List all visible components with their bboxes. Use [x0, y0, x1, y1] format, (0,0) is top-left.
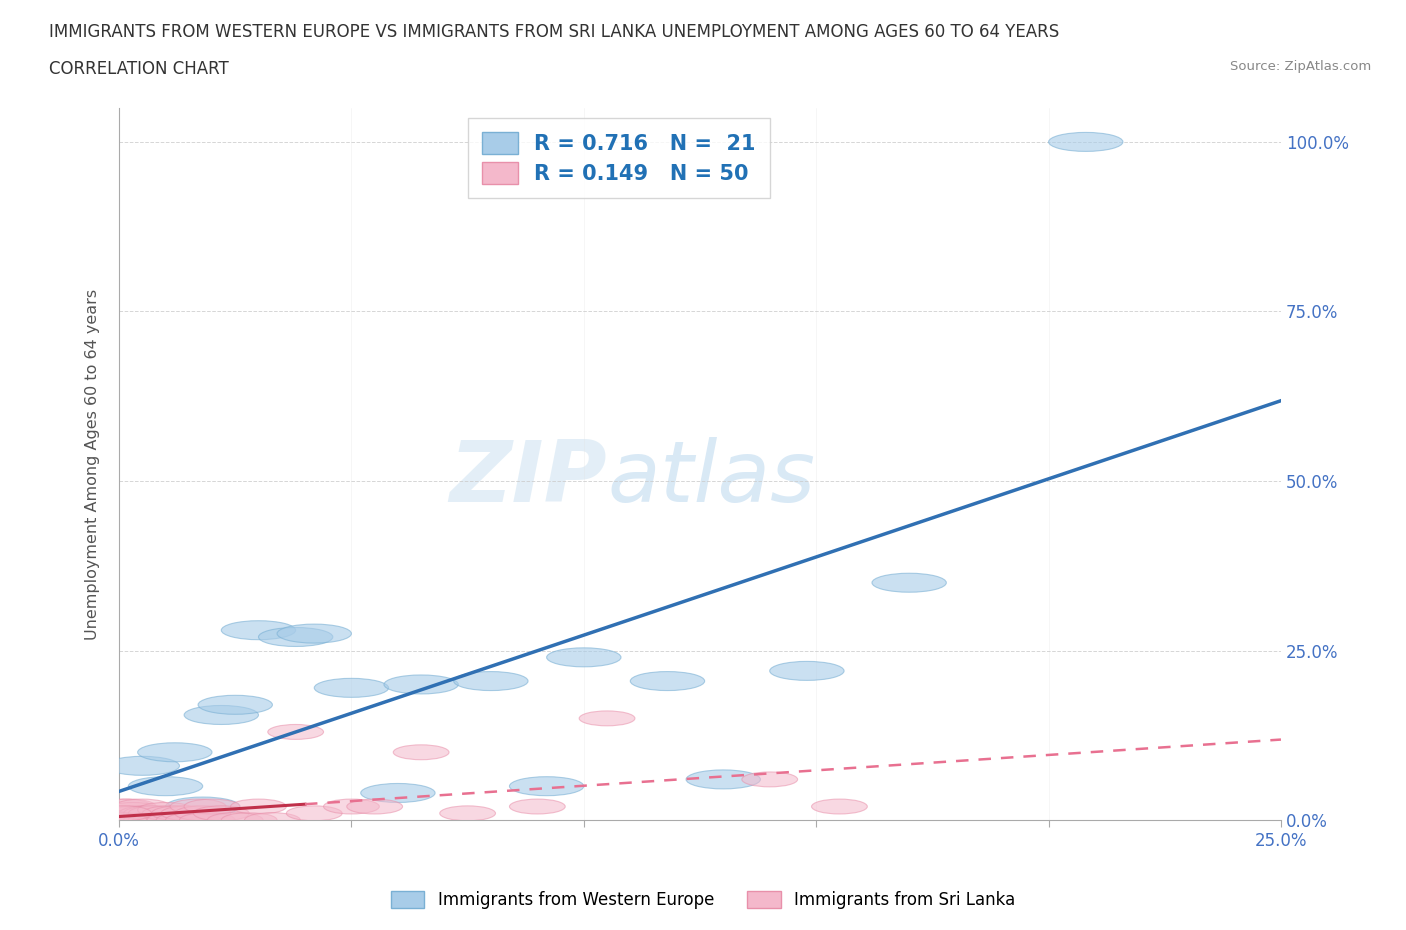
Ellipse shape [156, 813, 212, 828]
Ellipse shape [579, 711, 636, 725]
Ellipse shape [509, 799, 565, 814]
Ellipse shape [105, 803, 160, 817]
Ellipse shape [170, 799, 226, 814]
Ellipse shape [91, 813, 148, 828]
Ellipse shape [194, 806, 249, 821]
Ellipse shape [138, 813, 194, 828]
Ellipse shape [110, 806, 166, 821]
Ellipse shape [96, 799, 152, 814]
Ellipse shape [100, 799, 156, 814]
Ellipse shape [160, 806, 217, 821]
Ellipse shape [100, 806, 156, 821]
Ellipse shape [630, 671, 704, 691]
Legend: R = 0.716   N =  21, R = 0.149   N = 50: R = 0.716 N = 21, R = 0.149 N = 50 [468, 118, 769, 198]
Ellipse shape [742, 772, 797, 787]
Y-axis label: Unemployment Among Ages 60 to 64 years: Unemployment Among Ages 60 to 64 years [86, 288, 100, 640]
Ellipse shape [454, 671, 529, 691]
Ellipse shape [166, 797, 240, 816]
Ellipse shape [105, 813, 160, 828]
Ellipse shape [120, 806, 174, 821]
Text: ZIP: ZIP [450, 437, 607, 520]
Ellipse shape [207, 813, 263, 828]
Ellipse shape [180, 813, 235, 828]
Ellipse shape [361, 783, 434, 803]
Text: IMMIGRANTS FROM WESTERN EUROPE VS IMMIGRANTS FROM SRI LANKA UNEMPLOYMENT AMONG A: IMMIGRANTS FROM WESTERN EUROPE VS IMMIGR… [49, 23, 1060, 41]
Text: atlas: atlas [607, 437, 815, 520]
Ellipse shape [105, 756, 180, 776]
Ellipse shape [259, 628, 333, 646]
Ellipse shape [91, 809, 148, 824]
Ellipse shape [174, 806, 231, 821]
Text: CORRELATION CHART: CORRELATION CHART [49, 60, 229, 78]
Ellipse shape [347, 799, 402, 814]
Ellipse shape [110, 813, 166, 828]
Ellipse shape [120, 813, 174, 828]
Ellipse shape [277, 624, 352, 643]
Ellipse shape [245, 813, 301, 828]
Ellipse shape [124, 806, 180, 821]
Ellipse shape [686, 770, 761, 789]
Ellipse shape [142, 806, 198, 821]
Ellipse shape [96, 806, 152, 821]
Ellipse shape [100, 813, 156, 828]
Ellipse shape [315, 678, 388, 698]
Ellipse shape [547, 648, 621, 667]
Ellipse shape [128, 813, 184, 828]
Legend: Immigrants from Western Europe, Immigrants from Sri Lanka: Immigrants from Western Europe, Immigran… [382, 883, 1024, 917]
Ellipse shape [231, 799, 287, 814]
Ellipse shape [184, 706, 259, 724]
Ellipse shape [91, 813, 148, 828]
Ellipse shape [128, 806, 184, 821]
Ellipse shape [221, 620, 295, 640]
Ellipse shape [509, 777, 583, 796]
Ellipse shape [152, 806, 207, 821]
Ellipse shape [184, 799, 240, 814]
Ellipse shape [440, 806, 495, 821]
Ellipse shape [148, 813, 202, 828]
Ellipse shape [138, 803, 194, 817]
Ellipse shape [394, 745, 449, 760]
Ellipse shape [811, 799, 868, 814]
Text: Source: ZipAtlas.com: Source: ZipAtlas.com [1230, 60, 1371, 73]
Ellipse shape [769, 661, 844, 681]
Ellipse shape [114, 799, 170, 814]
Ellipse shape [96, 806, 152, 821]
Ellipse shape [287, 806, 342, 821]
Ellipse shape [134, 813, 188, 828]
Ellipse shape [128, 777, 202, 796]
Ellipse shape [87, 807, 160, 826]
Ellipse shape [384, 675, 458, 694]
Ellipse shape [114, 813, 170, 828]
Ellipse shape [1049, 132, 1123, 152]
Ellipse shape [221, 813, 277, 828]
Ellipse shape [138, 743, 212, 762]
Ellipse shape [96, 813, 152, 828]
Ellipse shape [323, 799, 380, 814]
Ellipse shape [198, 696, 273, 714]
Ellipse shape [124, 813, 180, 828]
Ellipse shape [166, 813, 221, 828]
Ellipse shape [267, 724, 323, 739]
Ellipse shape [872, 573, 946, 592]
